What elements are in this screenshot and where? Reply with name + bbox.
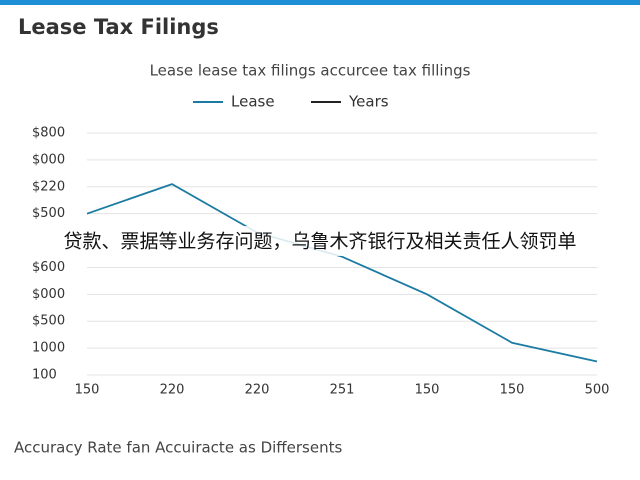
annotation: 贷款、票据等业务存问题，乌鲁木齐银行及相关责任人领罚单 bbox=[63, 231, 576, 253]
top-bar bbox=[0, 0, 640, 5]
chart-title: Lease lease tax filings accurcee tax fil… bbox=[150, 62, 471, 80]
x-tick-label: 150 bbox=[500, 383, 525, 398]
series-line bbox=[86, 183, 598, 363]
x-tick-label: 220 bbox=[160, 383, 185, 398]
y-tick-label: $600 bbox=[32, 260, 65, 275]
y-tick-label: $000 bbox=[32, 287, 65, 302]
y-tick-label: $500 bbox=[32, 206, 65, 221]
x-tick-label: 220 bbox=[245, 383, 270, 398]
page-title: Lease Tax Filings bbox=[18, 15, 219, 39]
y-tick-label: 100 bbox=[32, 368, 57, 383]
x-tick-label: 500 bbox=[585, 383, 610, 398]
y-tick-label: 1000 bbox=[32, 341, 65, 356]
legend-label: Years bbox=[348, 93, 389, 111]
x-tick-label: 251 bbox=[330, 383, 355, 398]
legend-label: Lease bbox=[231, 93, 275, 111]
y-tick-label: $220 bbox=[32, 179, 65, 194]
x-tick-label: 150 bbox=[415, 383, 440, 398]
footer-text: Accuracy Rate fan Accuiracte as Differse… bbox=[14, 439, 342, 457]
x-tick-label: 150 bbox=[75, 383, 100, 398]
y-tick-label: $000 bbox=[32, 152, 65, 167]
y-tick-label: $500 bbox=[32, 314, 65, 329]
annotation-bg bbox=[18, 226, 622, 256]
y-tick-label: $800 bbox=[32, 126, 65, 141]
